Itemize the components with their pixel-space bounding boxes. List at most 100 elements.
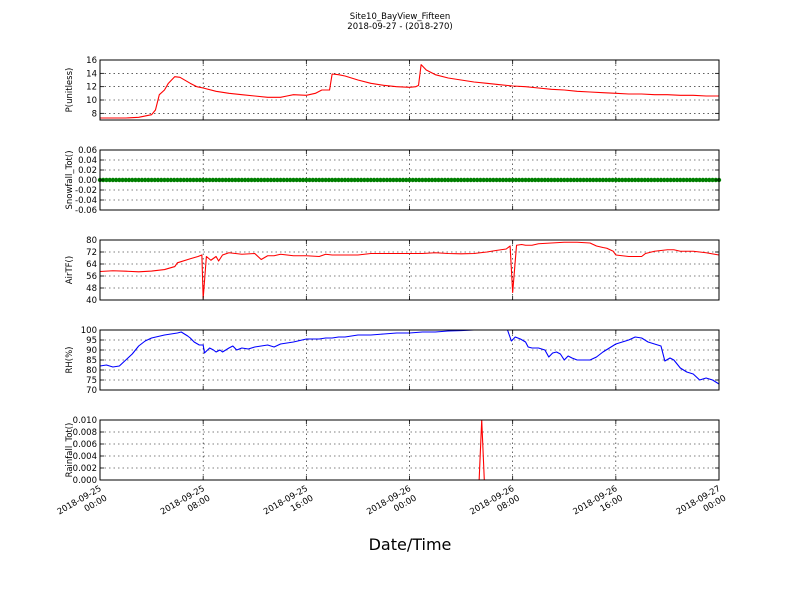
x-tick-label: 2018-09-2508:00 [159,484,212,527]
data-point [175,177,180,183]
data-point [400,177,406,183]
data-point [423,177,428,183]
data-point [623,177,628,183]
data-point [162,177,167,183]
subplot-5: 0.000 0.002 0.004 0.006 0.008 0.010Rainfall_T… [65,416,720,486]
data-point [494,177,499,183]
data-point [275,177,280,183]
data-point [362,177,367,183]
x-tick-label: 2018-09-2516:00 [262,484,315,527]
y-axis-label: P(unitless) [65,68,75,113]
data-point [223,177,228,183]
data-point [365,177,370,183]
data-point [562,177,567,183]
y-tick-label: 48 [86,284,97,294]
data-point [545,177,551,183]
data-point [326,177,332,183]
data-point [442,177,448,183]
data-point [255,177,261,183]
y-tick-label: 12 [86,83,97,93]
data-point [339,177,344,183]
data-point [455,177,461,183]
data-point [487,177,493,183]
subplot-2: -0.06-0.04-0.020.000.020.040.06Snowfall_… [65,146,722,216]
data-point [552,177,557,183]
data-point [520,177,525,183]
data-point [710,177,715,183]
data-point [152,177,158,183]
data-point [661,177,667,183]
data-point [130,177,135,183]
y-tick-label: 8 [92,109,97,119]
data-point [568,177,573,183]
data-point [529,177,535,183]
data-point [375,177,380,183]
data-point [252,177,257,183]
data-point [136,177,141,183]
data-point [336,177,341,183]
data-point [445,177,451,183]
data-point [462,177,467,183]
data-point [600,177,606,183]
data-point [120,177,125,183]
data-point [452,177,457,183]
data-point [329,177,335,183]
data-point [642,177,648,183]
y-tick-label: 80 [86,236,97,246]
data-point [262,177,267,183]
y-tick-label: 0.02 [78,166,97,176]
data-point [468,177,473,183]
data-point [565,177,570,183]
data-point [629,177,635,183]
y-tick-label: 100 [81,326,97,336]
data-point [310,177,315,183]
data-point [358,177,364,183]
data-point [671,177,677,183]
y-tick-label: 0.006 [73,440,97,450]
data-point [146,177,151,183]
data-point [333,177,338,183]
data-point [626,177,631,183]
data-point [539,177,544,183]
data-point [342,177,348,183]
y-tick-label: 56 [86,272,97,282]
data-point [632,177,638,183]
data-point [458,177,464,183]
data-point [142,177,148,183]
data-point [271,177,277,183]
data-point [700,177,706,183]
subplot-stack: 810121416P(unitless)-0.06-0.04-0.020.000… [65,56,722,486]
data-point [684,177,689,183]
data-point [191,177,196,183]
y-tick-label: 14 [86,69,97,79]
data-point [278,177,283,183]
data-point [649,177,654,183]
data-point [207,177,212,183]
y-axis-label: Snowfall_Tot() [65,150,75,209]
data-point [687,177,693,183]
data-point [184,177,190,183]
data-point [697,177,702,183]
data-point [610,177,615,183]
data-point [284,177,290,183]
data-point [681,177,686,183]
data-point [300,177,306,183]
data-point [197,177,203,183]
data-point [574,177,580,183]
y-tick-label: -0.06 [75,206,97,216]
data-point [594,177,599,183]
data-point [242,177,248,183]
data-point [226,177,232,183]
x-tick-label: 2018-09-2500:00 [56,484,109,527]
y-axis-label: Rainfall_Tot() [65,423,75,478]
data-point [249,177,254,183]
data-point [229,177,235,183]
data-point [233,177,238,183]
data-point [591,177,596,183]
y-tick-label: 10 [86,96,97,106]
y-axis-label: RH(%) [65,346,75,373]
data-point [139,177,145,183]
data-point [239,177,245,183]
y-tick-label: 0.06 [78,146,97,156]
data-point [507,177,512,183]
